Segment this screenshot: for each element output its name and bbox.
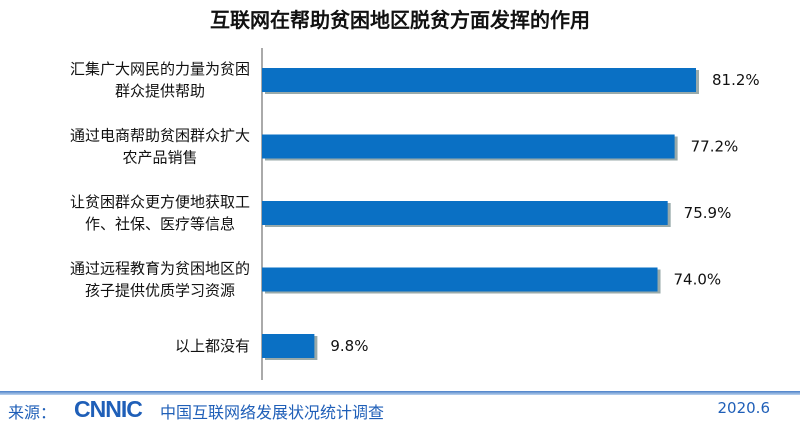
source-org: 中国互联网络发展状况统计调查 bbox=[160, 403, 385, 422]
category-label: 农产品销售 bbox=[122, 149, 197, 167]
value-label: 74.0% bbox=[674, 271, 722, 289]
report-date: 2020.6 bbox=[717, 399, 771, 417]
bar bbox=[262, 334, 315, 358]
category-label: 以上都没有 bbox=[175, 337, 250, 355]
value-label: 77.2% bbox=[691, 138, 739, 156]
value-label: 81.2% bbox=[712, 71, 760, 89]
cnnic-logo: CNNIC bbox=[74, 396, 143, 422]
bar bbox=[262, 267, 658, 292]
category-label: 作、社保、医疗等信息 bbox=[85, 215, 235, 233]
bar bbox=[262, 134, 675, 159]
category-label: 通过远程教育为贫困地区的 bbox=[70, 260, 250, 278]
footer-divider bbox=[0, 391, 800, 395]
category-label: 群众提供帮助 bbox=[115, 82, 205, 100]
source-label: 来源： bbox=[8, 403, 57, 422]
category-label: 让贫困群众更方便地获取工 bbox=[70, 193, 250, 211]
category-label: 孩子提供优质学习资源 bbox=[85, 282, 235, 300]
category-label: 通过电商帮助贫困群众扩大 bbox=[70, 127, 250, 145]
bar bbox=[262, 201, 668, 225]
bar bbox=[262, 68, 696, 92]
category-label: 汇集广大网民的力量为贫困 bbox=[70, 60, 250, 78]
chart-title: 互联网在帮助贫困地区脱贫方面发挥的作用 bbox=[210, 8, 590, 32]
value-label: 9.8% bbox=[330, 337, 368, 355]
value-label: 75.9% bbox=[684, 204, 732, 222]
